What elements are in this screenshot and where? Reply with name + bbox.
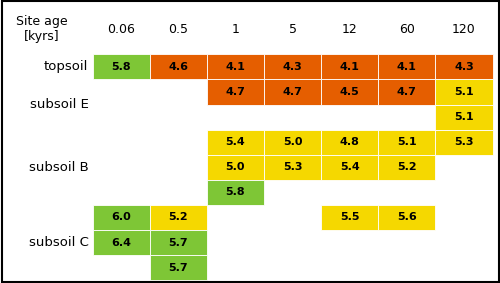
Text: subsoil E: subsoil E	[30, 98, 88, 111]
Bar	[92, 205, 150, 230]
Text: 4.1: 4.1	[226, 62, 246, 72]
Bar	[436, 80, 492, 105]
Text: 5.7: 5.7	[168, 237, 188, 248]
Text: 1: 1	[232, 23, 239, 36]
Bar	[436, 105, 492, 130]
Bar	[207, 155, 264, 180]
Text: 4.8: 4.8	[340, 137, 359, 147]
Bar	[207, 54, 264, 80]
Bar	[321, 205, 378, 230]
Text: 0.06: 0.06	[107, 23, 135, 36]
Text: 12: 12	[342, 23, 357, 36]
Text: 6.4: 6.4	[111, 237, 131, 248]
Bar	[321, 155, 378, 180]
Bar	[378, 155, 436, 180]
Bar	[150, 54, 207, 80]
Text: 4.7: 4.7	[397, 87, 416, 97]
Text: 5.6: 5.6	[397, 213, 416, 222]
Bar	[378, 205, 436, 230]
Text: 5.4: 5.4	[226, 137, 245, 147]
Text: subsoil C: subsoil C	[28, 236, 88, 249]
Bar	[264, 54, 321, 80]
Bar	[150, 230, 207, 255]
Text: topsoil: topsoil	[44, 61, 88, 74]
Bar	[207, 130, 264, 155]
Text: Site age
[kyrs]: Site age [kyrs]	[16, 15, 68, 43]
Text: 5.1: 5.1	[397, 137, 416, 147]
Text: 4.6: 4.6	[168, 62, 188, 72]
Bar	[378, 130, 436, 155]
Text: 5.5: 5.5	[340, 213, 359, 222]
Text: 5.2: 5.2	[397, 162, 416, 172]
Text: 5.3: 5.3	[283, 162, 302, 172]
Bar	[264, 80, 321, 105]
Text: 4.7: 4.7	[226, 87, 246, 97]
Bar	[321, 54, 378, 80]
Bar	[264, 155, 321, 180]
Bar	[378, 80, 436, 105]
Text: 0.5: 0.5	[168, 23, 188, 36]
Text: 4.3: 4.3	[282, 62, 302, 72]
Bar	[150, 205, 207, 230]
Bar	[92, 230, 150, 255]
Bar	[150, 255, 207, 280]
Bar	[92, 54, 150, 80]
Bar	[321, 80, 378, 105]
Bar	[378, 54, 436, 80]
Text: 5.1: 5.1	[454, 112, 473, 122]
Text: 5.0: 5.0	[226, 162, 245, 172]
Bar	[321, 130, 378, 155]
Text: 4.3: 4.3	[454, 62, 474, 72]
Text: 5.2: 5.2	[168, 213, 188, 222]
Text: 4.1: 4.1	[397, 62, 416, 72]
Text: 4.7: 4.7	[282, 87, 302, 97]
Text: subsoil B: subsoil B	[29, 161, 88, 174]
Text: 5.8: 5.8	[112, 62, 131, 72]
Text: 4.1: 4.1	[340, 62, 359, 72]
Text: 5.4: 5.4	[340, 162, 359, 172]
Text: 6.0: 6.0	[111, 213, 131, 222]
Text: 5.3: 5.3	[454, 137, 473, 147]
Bar	[436, 130, 492, 155]
Text: 5.1: 5.1	[454, 87, 473, 97]
Text: 4.5: 4.5	[340, 87, 359, 97]
Text: 120: 120	[452, 23, 476, 36]
Text: 5.0: 5.0	[283, 137, 302, 147]
Bar	[264, 130, 321, 155]
Bar	[436, 54, 492, 80]
Bar	[207, 180, 264, 205]
Text: 5.7: 5.7	[168, 263, 188, 273]
Text: 5.8: 5.8	[226, 187, 245, 197]
Text: 60: 60	[399, 23, 414, 36]
Bar	[207, 80, 264, 105]
Text: 5: 5	[288, 23, 296, 36]
